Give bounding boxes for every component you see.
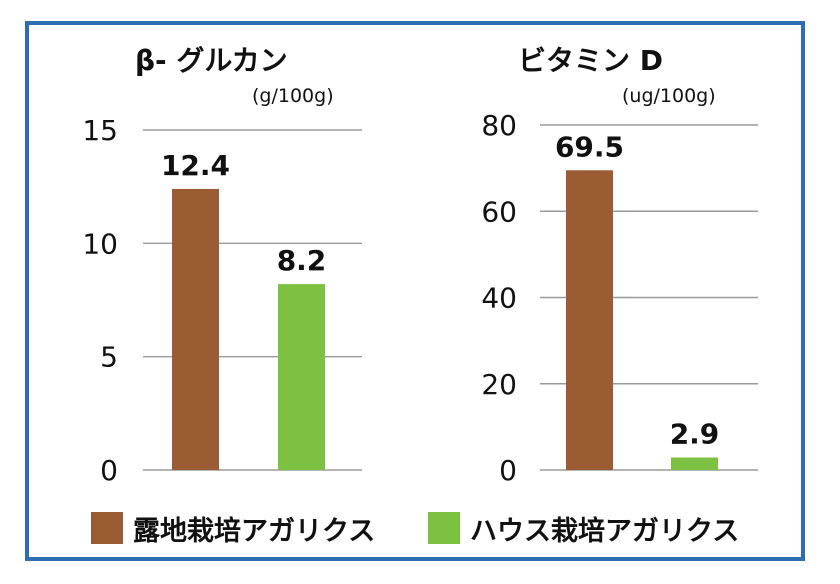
beta-glucan-bar-greenhouse (278, 284, 325, 470)
chart-title-beta-glucan: β- グルカン (135, 44, 288, 77)
vitamin-d-bar-greenhouse (671, 457, 718, 470)
beta-glucan-y-tick-label: 5 (100, 341, 118, 374)
vitamin-d-y-tick-label: 20 (481, 368, 517, 401)
legend: 露地栽培アガリクス ハウス栽培アガリクス (91, 512, 739, 547)
chart-unit-beta-glucan: (g/100g) (252, 85, 334, 107)
legend-swatch-open-field (91, 512, 123, 544)
vitamin-d-y-tick-label: 40 (481, 282, 517, 315)
chart-title-vitamin-d: ビタミン D (518, 44, 663, 77)
vitamin-d-data-label-greenhouse: 2.9 (670, 417, 720, 450)
vitamin-d-bar-open-field (566, 170, 613, 470)
legend-label-open-field: 露地栽培アガリクス (133, 516, 375, 547)
beta-glucan-y-tick-label: 10 (82, 227, 118, 260)
beta-glucan-y-tick-label: 15 (82, 114, 118, 147)
vitamin-d-y-tick-label: 0 (499, 454, 517, 487)
chart-unit-vitamin-d: (ug/100g) (622, 85, 716, 107)
vitamin-d-y-tick-label: 60 (481, 195, 517, 228)
chart-frame (25, 21, 805, 561)
vitamin-d-data-label-open-field: 69.5 (555, 130, 624, 163)
chart-beta-glucan: 0 5 10 15 12.4 8.2 (82, 114, 362, 487)
beta-glucan-y-tick-label: 0 (100, 454, 118, 487)
legend-label-greenhouse: ハウス栽培アガリクス (470, 516, 739, 547)
vitamin-d-y-tick-label: 80 (481, 109, 517, 142)
beta-glucan-data-label-greenhouse: 8.2 (277, 244, 327, 277)
beta-glucan-bar-open-field (172, 188, 219, 470)
legend-swatch-greenhouse (428, 512, 460, 544)
beta-glucan-data-label-open-field: 12.4 (161, 149, 230, 182)
chart-vitamin-d: 0 20 40 60 80 69.5 2.9 (481, 109, 758, 487)
